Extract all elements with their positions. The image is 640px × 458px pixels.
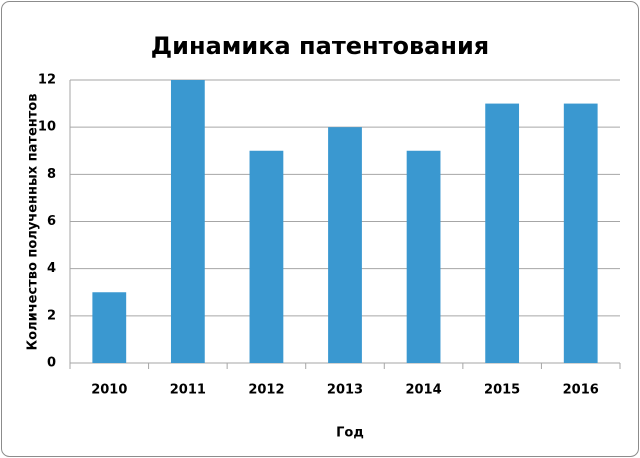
x-tick-label: 2014 [405,383,441,398]
bar [328,127,362,363]
y-tick-label: 8 [47,167,56,182]
bar [250,151,284,363]
y-tick-label: 2 [47,308,56,323]
bar [407,151,441,363]
y-tick-label: 6 [47,214,56,229]
x-tick-label: 2010 [91,383,127,398]
chart-title: Динамика патентования [151,32,489,60]
x-tick-label: 2012 [248,383,284,398]
x-tick-label: 2013 [327,383,363,398]
x-tick-label: 2011 [170,383,206,398]
bar [564,104,598,363]
bar [92,292,126,363]
y-tick-label: 4 [47,261,56,276]
x-axis-label: Год [336,426,364,441]
x-tick-label: 2015 [484,383,520,398]
bar [485,104,519,363]
y-tick-label: 12 [38,73,56,88]
x-tick-label: 2016 [563,383,599,398]
y-tick-label: 0 [47,356,56,371]
y-tick-label: 10 [38,120,56,135]
chart: Динамика патентования Год Количество пол… [0,0,640,458]
bar [171,80,205,363]
